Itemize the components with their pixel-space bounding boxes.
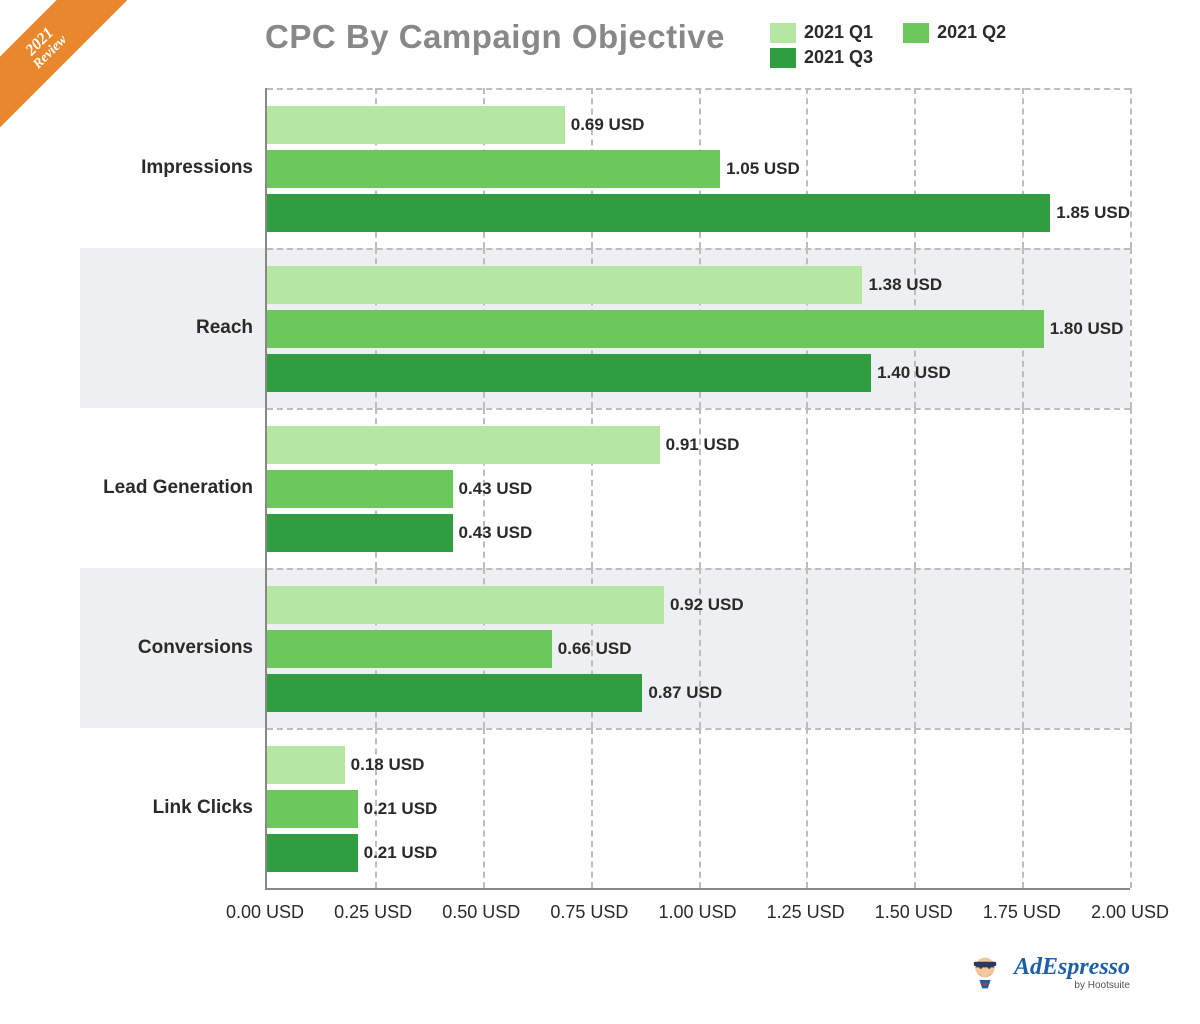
bar [267, 834, 358, 872]
bar [267, 630, 552, 668]
brand-block: AdEspresso by Hootsuite [1014, 955, 1130, 991]
x-axis: 0.00 USD0.25 USD0.50 USD0.75 USD1.00 USD… [265, 888, 1130, 930]
bar-value-label: 0.21 USD [364, 799, 438, 819]
bar [267, 470, 453, 508]
bar-row: 0.43 USD [267, 470, 1130, 508]
bar-row: 1.40 USD [267, 354, 1130, 392]
category-group: Lead Generation 0.91 USD 0.43 USD 0.43 USD [80, 408, 1130, 568]
bar [267, 310, 1044, 348]
bar-value-label: 0.43 USD [459, 479, 533, 499]
bar-row: 0.21 USD [267, 834, 1130, 872]
bar-value-label: 1.85 USD [1056, 203, 1130, 223]
brand-footer: AdEspresso by Hootsuite [964, 952, 1130, 994]
bar [267, 106, 565, 144]
category-label: Impressions [80, 88, 265, 248]
bar-value-label: 0.87 USD [648, 683, 722, 703]
category-group: Impressions 0.69 USD 1.05 USD 1.85 USD [80, 88, 1130, 248]
legend-swatch [770, 23, 796, 43]
chart-title: CPC By Campaign Objective [265, 18, 730, 56]
bar-row: 0.43 USD [267, 514, 1130, 552]
bar-value-label: 1.38 USD [868, 275, 942, 295]
group-body: 1.38 USD 1.80 USD 1.40 USD [265, 248, 1130, 408]
bar-row: 0.92 USD [267, 586, 1130, 624]
x-tick-label: 1.50 USD [875, 902, 953, 923]
group-body: 0.69 USD 1.05 USD 1.85 USD [265, 88, 1130, 248]
bar [267, 790, 358, 828]
bar-row: 0.66 USD [267, 630, 1130, 668]
chart-legend: 2021 Q1 2021 Q2 2021 Q3 [770, 18, 1130, 68]
bar-value-label: 0.69 USD [571, 115, 645, 135]
bar [267, 354, 871, 392]
bar-value-label: 1.80 USD [1050, 319, 1124, 339]
category-group: Link Clicks 0.18 USD 0.21 USD 0.21 USD [80, 728, 1130, 888]
category-group: Conversions 0.92 USD 0.66 USD 0.87 USD [80, 568, 1130, 728]
mascot-icon [964, 952, 1006, 994]
legend-label: 2021 Q2 [937, 22, 1006, 43]
category-label: Reach [80, 248, 265, 408]
bar [267, 426, 660, 464]
bar-value-label: 1.40 USD [877, 363, 951, 383]
brand-name: AdEspresso [1014, 955, 1130, 979]
chart-container: CPC By Campaign Objective 2021 Q1 2021 Q2… [80, 18, 1130, 930]
legend-item: 2021 Q2 [903, 22, 1006, 43]
brand-byline: by Hootsuite [1014, 981, 1130, 991]
bar-row: 1.80 USD [267, 310, 1130, 348]
legend-item: 2021 Q1 [770, 22, 873, 43]
category-label: Link Clicks [80, 728, 265, 888]
group-body: 0.18 USD 0.21 USD 0.21 USD [265, 728, 1130, 888]
legend-label: 2021 Q3 [804, 47, 873, 68]
bar [267, 746, 345, 784]
bar-row: 1.38 USD [267, 266, 1130, 304]
bar-row: 0.69 USD [267, 106, 1130, 144]
bar-value-label: 0.18 USD [351, 755, 425, 775]
legend-swatch [903, 23, 929, 43]
bar-value-label: 0.91 USD [666, 435, 740, 455]
category-group: Reach 1.38 USD 1.80 USD 1.40 USD [80, 248, 1130, 408]
x-tick-label: 0.75 USD [550, 902, 628, 923]
bar-row: 0.87 USD [267, 674, 1130, 712]
bar-row: 0.91 USD [267, 426, 1130, 464]
bar-value-label: 0.66 USD [558, 639, 632, 659]
x-tick-label: 1.25 USD [767, 902, 845, 923]
bar [267, 266, 862, 304]
group-body: 0.92 USD 0.66 USD 0.87 USD [265, 568, 1130, 728]
bar-row: 0.21 USD [267, 790, 1130, 828]
x-tick-label: 0.00 USD [226, 902, 304, 923]
x-tick-label: 2.00 USD [1091, 902, 1169, 923]
bar-row: 0.18 USD [267, 746, 1130, 784]
bar-value-label: 0.92 USD [670, 595, 744, 615]
legend-item: 2021 Q3 [770, 47, 873, 68]
bar-value-label: 1.05 USD [726, 159, 800, 179]
bar-row: 1.85 USD [267, 194, 1130, 232]
x-tick-label: 0.25 USD [334, 902, 412, 923]
x-tick-row: 0.00 USD0.25 USD0.50 USD0.75 USD1.00 USD… [265, 890, 1130, 930]
legend-label: 2021 Q1 [804, 22, 873, 43]
group-body: 0.91 USD 0.43 USD 0.43 USD [265, 408, 1130, 568]
chart-plot: Impressions 0.69 USD 1.05 USD 1.85 USD Reach… [80, 88, 1130, 888]
chart-header: CPC By Campaign Objective 2021 Q1 2021 Q2… [265, 18, 1130, 68]
bar [267, 514, 453, 552]
bar-row: 1.05 USD [267, 150, 1130, 188]
bar [267, 194, 1050, 232]
x-tick-label: 0.50 USD [442, 902, 520, 923]
category-label: Lead Generation [80, 408, 265, 568]
bar-value-label: 0.21 USD [364, 843, 438, 863]
x-tick-label: 1.75 USD [983, 902, 1061, 923]
bar [267, 586, 664, 624]
category-label: Conversions [80, 568, 265, 728]
bar-value-label: 0.43 USD [459, 523, 533, 543]
x-tick-label: 1.00 USD [658, 902, 736, 923]
bar [267, 150, 720, 188]
bar [267, 674, 642, 712]
legend-swatch [770, 48, 796, 68]
